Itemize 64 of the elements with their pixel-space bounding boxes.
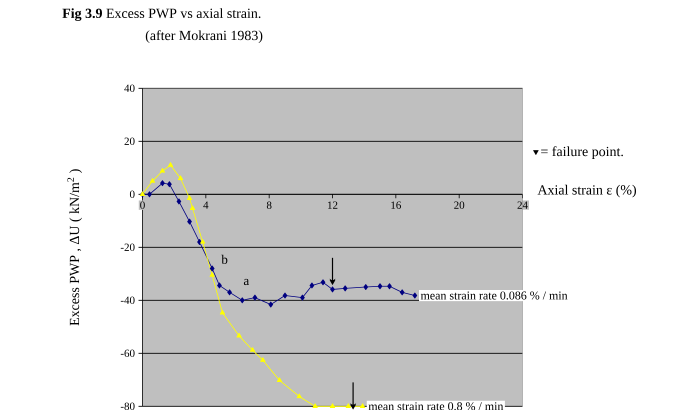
point — [227, 289, 232, 296]
point — [187, 218, 192, 225]
series-label: a — [244, 278, 250, 286]
point — [147, 191, 152, 198]
point — [268, 302, 274, 308]
point — [236, 332, 242, 338]
point — [360, 403, 366, 408]
point — [250, 347, 256, 352]
point — [330, 403, 336, 408]
point — [186, 195, 192, 200]
legend-label: = failure point. — [541, 146, 623, 160]
point — [330, 286, 335, 292]
point — [197, 239, 202, 245]
point — [300, 294, 305, 301]
y-tick-label: -40 — [120, 296, 135, 304]
point — [342, 285, 348, 292]
x-tick-label: 12 — [328, 201, 338, 209]
y-tick-label: -20 — [120, 244, 135, 251]
point — [220, 310, 226, 314]
point — [363, 284, 368, 290]
x-tick-label: 8 — [266, 201, 272, 209]
point — [310, 282, 314, 288]
point — [412, 292, 418, 299]
point — [296, 393, 302, 398]
point — [178, 175, 184, 180]
point — [276, 377, 282, 382]
point — [312, 403, 318, 408]
x-tick-label: 0 — [140, 201, 145, 209]
y-tick-label: -60 — [120, 350, 135, 357]
point — [217, 282, 222, 288]
y-tick-label: 40 — [124, 84, 135, 92]
point — [167, 181, 172, 188]
x-axis-title: Axial strain ε (%) — [538, 184, 636, 198]
chart-subtitle: (after Mokrani 1983) — [146, 30, 262, 43]
point — [240, 297, 245, 304]
point — [168, 162, 174, 167]
x-tick-label: 4 — [203, 201, 208, 209]
chart-title: Fig 3.9 Excess PWP vs axial strain. — [62, 8, 260, 21]
point — [400, 289, 405, 296]
point — [160, 168, 166, 173]
point — [282, 292, 288, 299]
y-tick-label: -80 — [120, 402, 135, 410]
point — [387, 283, 392, 290]
x-tick-label: 24 — [518, 201, 528, 209]
point — [378, 283, 382, 290]
series-label: b — [221, 254, 228, 264]
y-axis-title: Excess PWP , ΔU ( kN/m$^{2}$ ) — [67, 169, 82, 326]
y-tick-label: 20 — [124, 138, 135, 145]
point — [346, 403, 351, 408]
y-tick-label: 0 — [130, 190, 135, 198]
point — [210, 272, 215, 277]
point — [320, 279, 326, 286]
point — [260, 357, 266, 362]
point — [150, 178, 156, 183]
x-tick-label: 20 — [454, 201, 464, 209]
point — [252, 294, 258, 301]
annotation: mean strain rate 0.086 % / min — [420, 291, 568, 300]
point — [190, 205, 196, 210]
annotation: mean strain rate 0.8 % / min — [368, 402, 504, 410]
point — [200, 239, 206, 244]
x-tick-label: 16 — [391, 201, 401, 209]
point — [210, 266, 215, 272]
point — [160, 180, 165, 186]
point — [176, 198, 182, 204]
